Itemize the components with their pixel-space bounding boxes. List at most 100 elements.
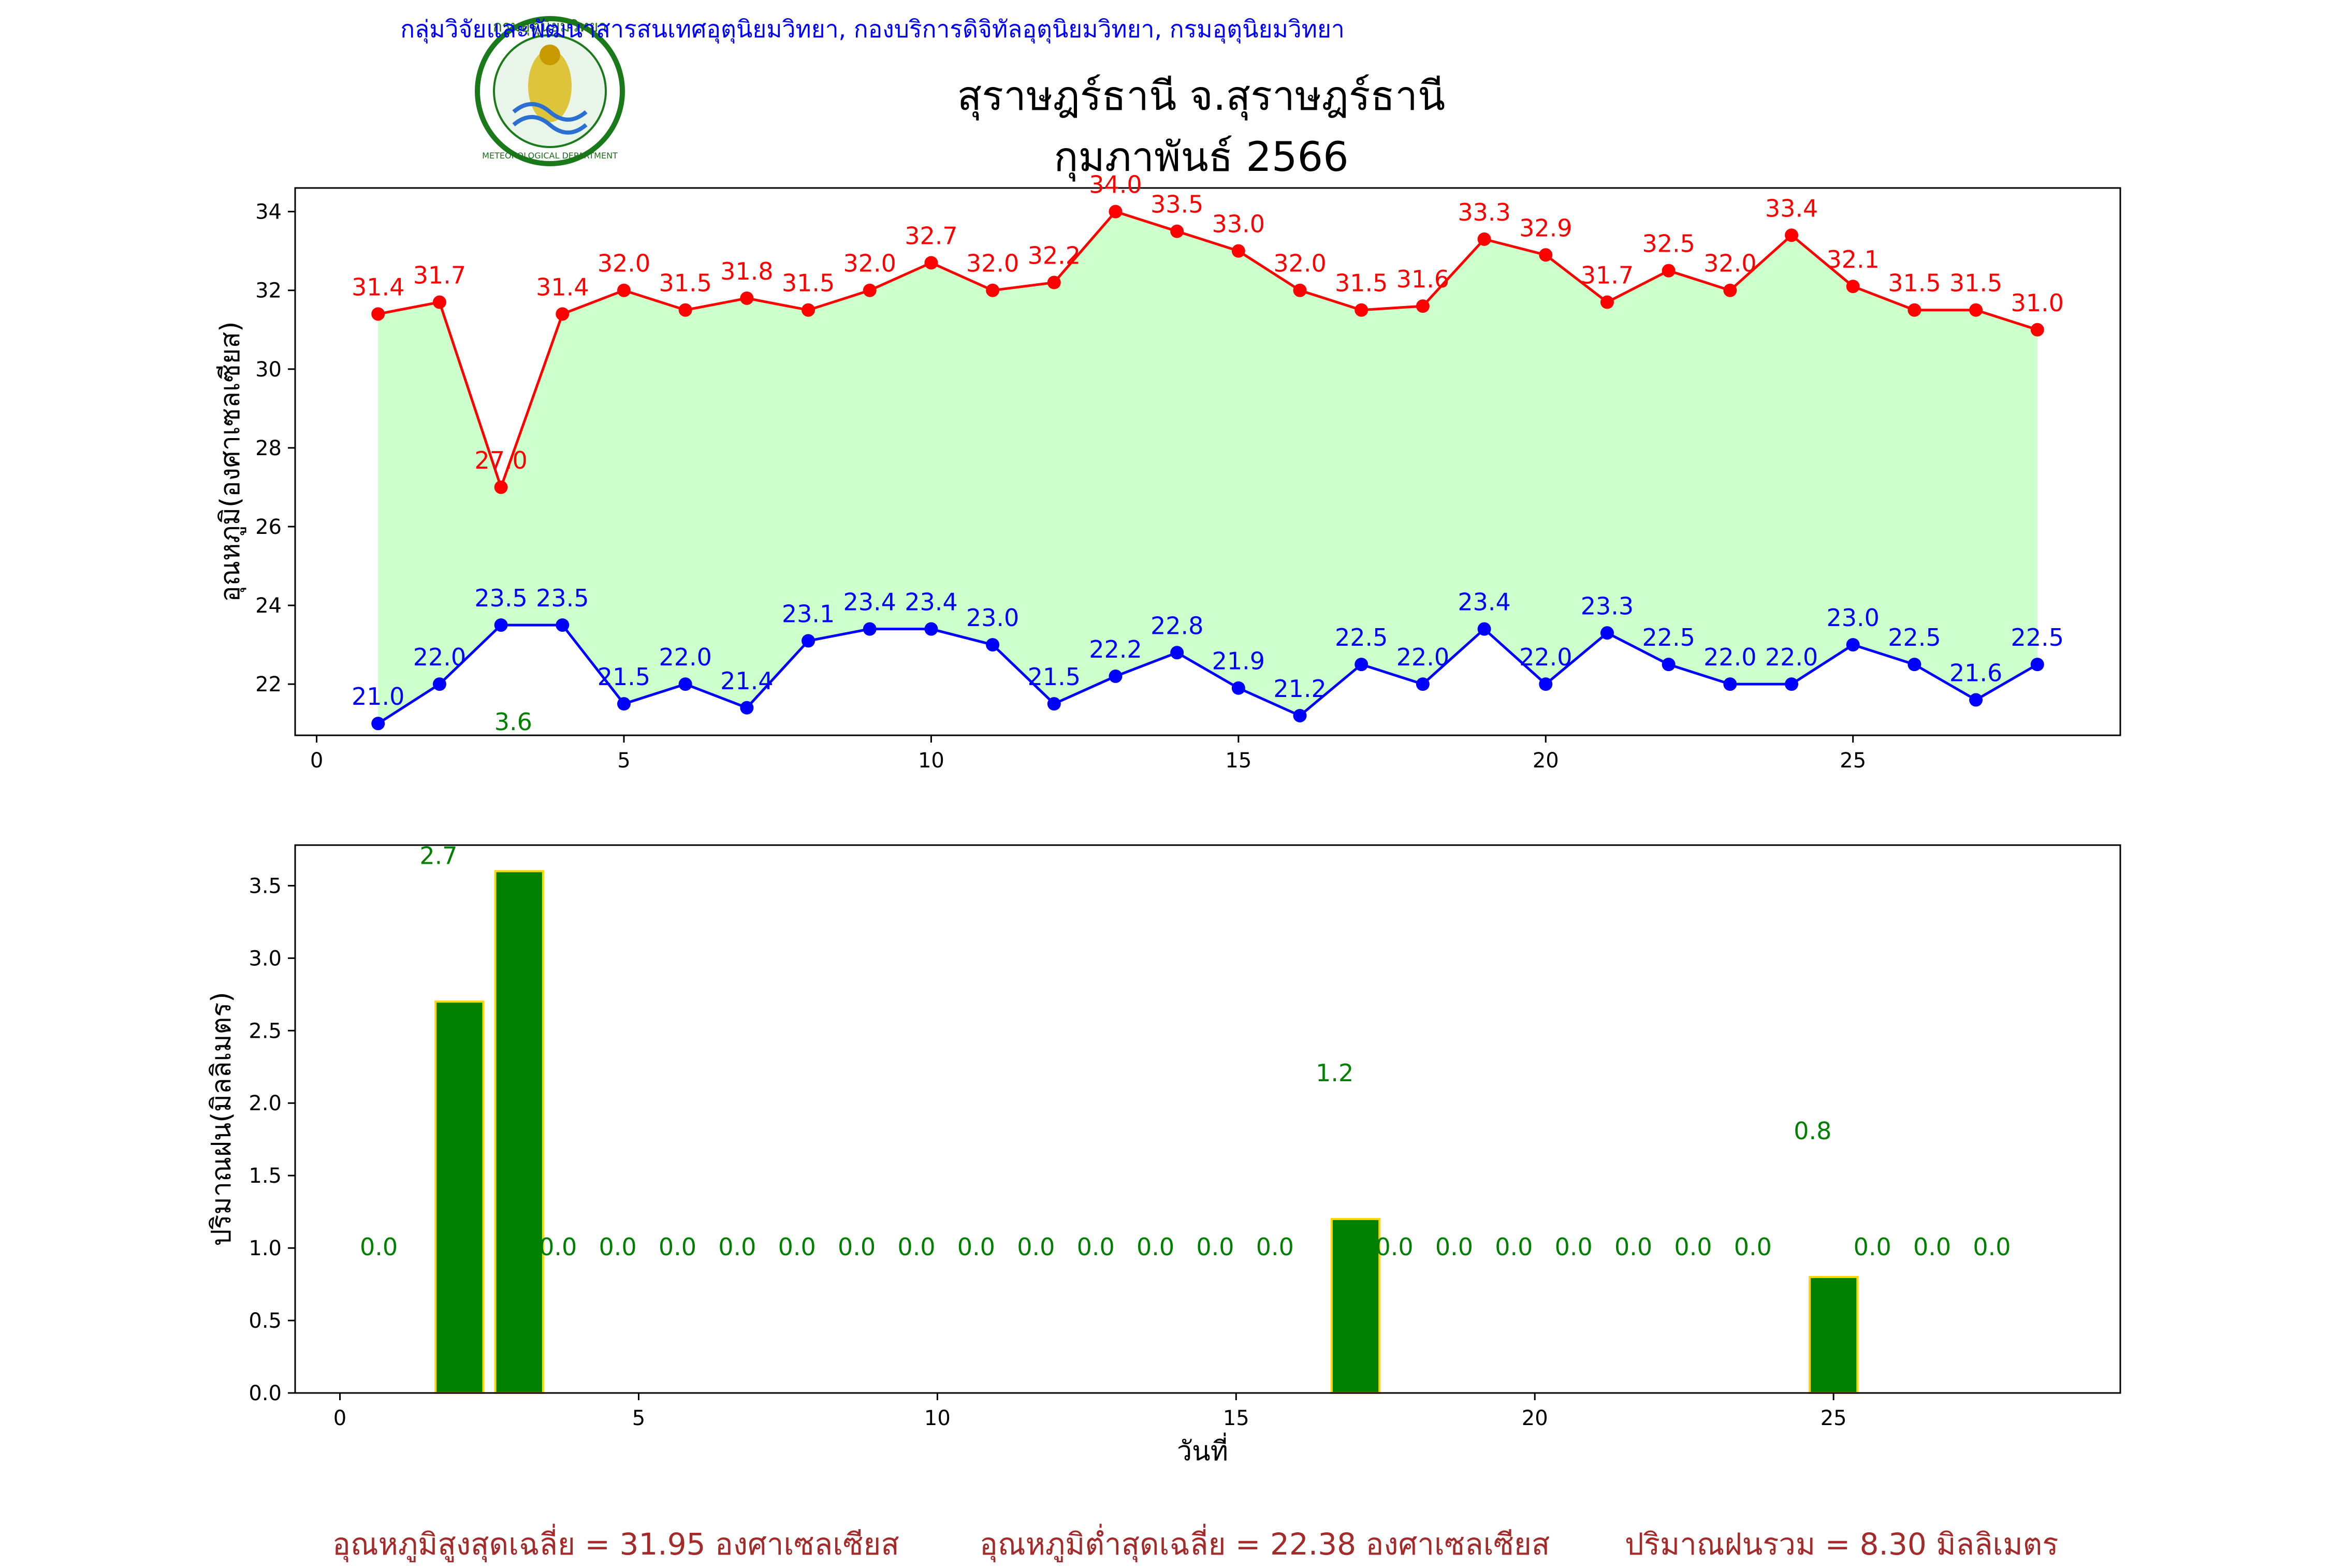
max-temp-label: 31.8 — [720, 257, 773, 285]
min-temp-label: 22.5 — [1335, 623, 1388, 651]
rain-plot-frame — [294, 844, 2121, 1394]
min-temp-point — [1785, 677, 1799, 691]
y-tick-label: 30 — [255, 358, 282, 382]
min-temp-point — [740, 701, 754, 715]
min-temp-label: 21.0 — [352, 683, 404, 710]
max-temp-label: 32.0 — [1273, 250, 1326, 278]
max-temp-point — [1293, 283, 1307, 297]
max-temp-point — [2030, 323, 2044, 337]
x-tick-label: 10 — [924, 1406, 951, 1430]
rain-value-label: 0.0 — [1614, 1233, 1652, 1261]
rain-value-label: 0.0 — [1077, 1233, 1115, 1261]
rain-value-label: 0.0 — [1435, 1233, 1473, 1261]
min-temp-label: 23.5 — [536, 584, 589, 612]
max-temp-point — [1723, 283, 1737, 297]
min-temp-label: 22.0 — [1703, 643, 1756, 671]
min-temp-label: 22.5 — [1888, 623, 1941, 651]
max-temp-point — [617, 283, 631, 297]
max-temp-label: 32.5 — [1642, 230, 1695, 258]
max-temp-point — [1047, 275, 1061, 289]
rain-value-label: 0.0 — [1674, 1233, 1712, 1261]
min-temp-label: 21.5 — [1028, 663, 1081, 691]
rain-value-label: 0.0 — [778, 1233, 816, 1261]
min-temp-point — [617, 697, 631, 711]
min-temp-point — [556, 618, 570, 632]
min-temp-point — [1539, 677, 1553, 691]
min-temp-label: 23.4 — [843, 588, 896, 616]
max-temp-point — [1539, 248, 1553, 262]
department-logo: กรมอุตุนิยมวิทยา METEOROLOGICAL DEPARTME… — [475, 16, 625, 166]
min-temp-point — [863, 622, 877, 636]
max-temp-label: 33.4 — [1765, 194, 1818, 222]
max-temp-point — [1600, 295, 1614, 309]
min-temp-point — [924, 622, 938, 636]
temp-plot-frame — [294, 187, 2121, 736]
max-temp-label: 33.0 — [1212, 210, 1265, 238]
min-temp-label: 23.3 — [1581, 592, 1634, 620]
x-tick-label: 25 — [1840, 749, 1866, 773]
min-temp-point — [1723, 677, 1737, 691]
min-temp-label: 22.8 — [1151, 612, 1203, 640]
x-tick-label: 5 — [617, 749, 630, 773]
y-tick-label: 3.0 — [249, 947, 282, 970]
min-temp-label: 21.5 — [598, 663, 650, 691]
min-temp-label: 22.0 — [1396, 643, 1449, 671]
total-rainfall: ปริมาณฝนรวม = 8.30 มิลลิเมตร — [1625, 1527, 2059, 1562]
min-temp-point — [802, 634, 816, 648]
min-temp-point — [1355, 658, 1368, 672]
min-temp-point — [494, 618, 508, 632]
stray-rain-annotation: 3.6 — [494, 708, 532, 736]
max-temp-label: 31.4 — [352, 273, 404, 301]
max-temp-point — [1170, 224, 1184, 238]
min-temp-label: 22.0 — [1765, 643, 1818, 671]
min-temp-point — [371, 717, 385, 731]
rain-value-label: 0.0 — [1913, 1233, 1951, 1261]
rain-value-label: 0.0 — [599, 1233, 636, 1261]
rain-value-label: 0.0 — [838, 1233, 876, 1261]
max-temp-label: 31.6 — [1396, 265, 1449, 293]
rain-bar — [1809, 1276, 1859, 1395]
rain-y-axis-label: ปริมาณฝน(มิลลิเมตร) — [206, 992, 237, 1246]
min-temp-line — [377, 623, 2038, 725]
max-temp-label: 31.5 — [1888, 269, 1941, 297]
rain-value-label: 0.0 — [957, 1233, 995, 1261]
max-temp-label: 31.7 — [413, 262, 466, 289]
max-temp-label: 31.5 — [1335, 269, 1388, 297]
max-temp-point — [432, 295, 446, 309]
max-temp-point — [924, 256, 938, 270]
min-temp-label: 23.1 — [782, 600, 835, 628]
station-title: สุราษฎร์ธานี จ.สุราษฎร์ธานี — [957, 73, 1446, 121]
rain-value-label: 2.7 — [419, 841, 457, 869]
min-temp-label: 23.5 — [474, 584, 527, 612]
rain-value-label: 0.0 — [539, 1233, 577, 1261]
max-temp-label: 32.9 — [1519, 214, 1572, 242]
temp-range-fill — [378, 211, 2037, 724]
y-tick-label: 26 — [255, 515, 282, 539]
rain-value-label: 0.0 — [1196, 1233, 1234, 1261]
rain-value-label: 0.0 — [718, 1233, 756, 1261]
max-temp-point — [1355, 303, 1368, 317]
min-temp-point — [432, 677, 446, 691]
max-temp-point — [678, 303, 692, 317]
x-tick-label: 0 — [333, 1406, 346, 1430]
max-temp-label: 32.0 — [598, 250, 650, 278]
min-temp-label: 21.4 — [720, 667, 773, 695]
min-temp-point — [1293, 708, 1307, 722]
min-temp-point — [1047, 697, 1061, 711]
max-temp-label: 31.5 — [782, 269, 835, 297]
y-tick-label: 32 — [255, 279, 282, 303]
rain-value-label: 0.0 — [1375, 1233, 1413, 1261]
rain-x-axis-label: วันที่ — [1177, 1432, 1228, 1467]
max-temp-point — [556, 307, 570, 321]
min-temp-label: 23.0 — [1827, 604, 1880, 632]
agency-title: กลุ่มวิจัยและพัฒนาสารสนเทศอุตุนิยมวิทยา,… — [400, 15, 1345, 44]
x-tick-label: 0 — [310, 749, 323, 773]
min-temp-label: 22.2 — [1089, 635, 1142, 663]
min-temp-point — [1416, 677, 1430, 691]
rain-value-label: 0.0 — [1734, 1233, 1772, 1261]
x-tick-label: 20 — [1522, 1406, 1548, 1430]
y-tick-label: 1.0 — [249, 1237, 282, 1260]
max-temp-point — [1785, 228, 1799, 242]
y-tick-label: 2.5 — [249, 1019, 282, 1043]
